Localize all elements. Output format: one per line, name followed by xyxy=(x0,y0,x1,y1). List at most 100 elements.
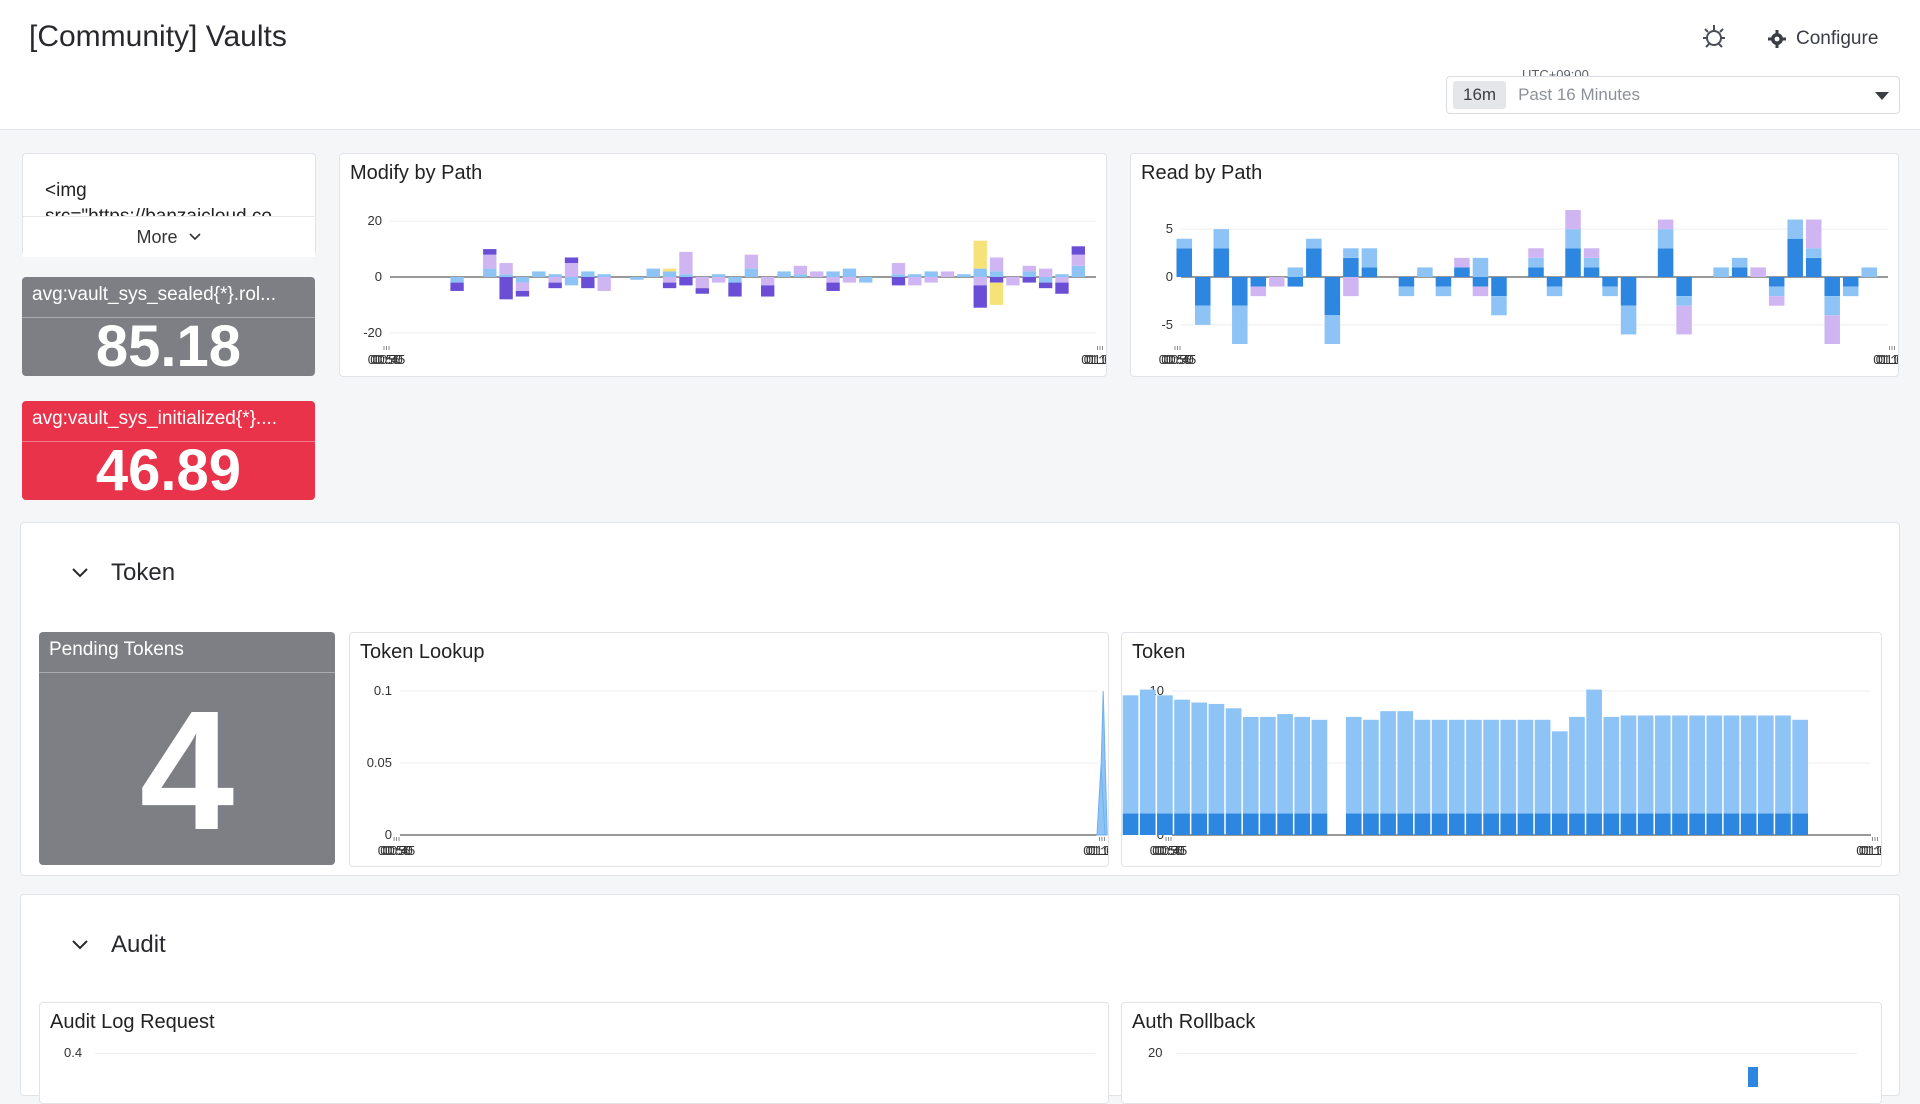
x-tick-label: 00:50 xyxy=(380,843,413,858)
chart-bar xyxy=(1431,813,1448,835)
pending-tokens-title: Pending Tokens xyxy=(49,639,184,660)
chart-bar xyxy=(1657,219,1674,230)
audit-y-tick: 0.4 xyxy=(64,1045,83,1060)
y-tick-label: 0.1 xyxy=(374,683,392,698)
chart-bar xyxy=(1191,702,1208,814)
chart-bar xyxy=(564,263,579,277)
chart-bar xyxy=(1534,813,1551,835)
widget-title: Modify by Path xyxy=(350,162,483,184)
note-text-line2: src="https://banzaicloud.co xyxy=(45,204,272,216)
query-value-number: 46.89 xyxy=(95,438,242,500)
query-value-initialized[interactable]: avg:vault_sys_initialized{*}.... 46.89 xyxy=(22,401,315,500)
chart-bar xyxy=(1842,277,1859,287)
chart-bar xyxy=(1706,813,1723,835)
token-lookup-widget[interactable]: Token Lookup 0.1 0.05 0 00:45 00:50 00:55 01: 0… xyxy=(349,632,1109,867)
chart-bar xyxy=(483,254,497,269)
chart-bar xyxy=(1363,813,1379,835)
chart-bar xyxy=(1654,715,1671,814)
chart-bar xyxy=(711,274,726,277)
chart-bar xyxy=(1311,719,1328,814)
chart-bar xyxy=(1345,813,1362,835)
chevron-down-icon[interactable] xyxy=(71,939,89,951)
chart-bar xyxy=(1740,813,1757,835)
chart-bar xyxy=(1195,277,1211,306)
chart-bar xyxy=(989,277,1004,283)
x-tick-label: 01:10 xyxy=(1083,843,1108,858)
configure-button[interactable]: Configure xyxy=(1768,22,1878,56)
chart-bar xyxy=(1787,238,1803,277)
time-range-picker[interactable]: 16m Past 16 Minutes xyxy=(1446,76,1900,114)
chart-bar xyxy=(1706,715,1723,814)
y-tick-label: 0 xyxy=(375,269,382,284)
chart-bar xyxy=(1232,277,1248,306)
chart-bar xyxy=(1583,248,1600,258)
chart-bar xyxy=(1380,813,1396,835)
more-button[interactable]: More xyxy=(23,216,315,257)
chart-bar xyxy=(1517,719,1534,814)
y-tick-label: 20 xyxy=(368,213,382,228)
chart-bar xyxy=(1654,813,1671,835)
chart-bar xyxy=(1689,715,1705,814)
chart-bar xyxy=(1174,699,1190,814)
audit-log-request-widget[interactable]: Audit Log Request 0.4 xyxy=(39,1002,1109,1104)
chart-bar xyxy=(662,271,677,277)
chart-bar xyxy=(1225,813,1242,835)
query-value-sealed[interactable]: avg:vault_sys_sealed{*}.rol... 85.18 xyxy=(22,277,315,376)
chart-bar xyxy=(1637,813,1654,835)
chart-bar xyxy=(1602,286,1618,297)
chevron-down-icon[interactable] xyxy=(1875,92,1889,100)
chart-bar xyxy=(1324,315,1341,344)
chart-bar xyxy=(1306,238,1322,249)
pending-tokens-widget[interactable]: Pending Tokens 4 xyxy=(39,632,335,865)
token-group-header[interactable]: Token xyxy=(71,559,175,587)
chart-bar xyxy=(842,277,857,283)
chart-bar xyxy=(761,285,775,297)
chart-bar xyxy=(597,277,611,291)
chart-bar xyxy=(1195,305,1211,325)
auth-rollback-widget[interactable]: Auth Rollback 20 xyxy=(1121,1002,1882,1104)
gear-icon xyxy=(1768,30,1786,48)
chart-bar xyxy=(826,282,840,291)
chart-bar xyxy=(989,282,1004,305)
chart-bar xyxy=(1435,277,1452,287)
chevron-down-icon[interactable] xyxy=(71,567,89,579)
chart-bar xyxy=(1055,277,1069,283)
chart-bar xyxy=(1824,296,1840,316)
chart-bar xyxy=(1472,257,1489,277)
chart-bar xyxy=(1689,813,1705,835)
chart-bar xyxy=(1071,246,1085,255)
audit-group-header[interactable]: Audit xyxy=(71,931,166,959)
chart-bar xyxy=(1472,286,1489,297)
chart-bar xyxy=(1551,731,1568,814)
chart-bar xyxy=(679,274,693,277)
chart-bar xyxy=(793,265,808,275)
x-tick-label: 00:55 xyxy=(1159,352,1192,367)
chart-bar xyxy=(662,282,677,289)
chart-bar xyxy=(1528,257,1544,268)
widget-title: Audit Log Request xyxy=(50,1011,215,1033)
chart-bar xyxy=(1397,813,1414,835)
x-tick-label: 01:05 xyxy=(1876,352,1898,367)
chart-bar xyxy=(1483,813,1499,835)
chart-bar xyxy=(891,274,906,277)
chart-bar xyxy=(1586,689,1602,814)
modify-by-path-widget[interactable]: Modify by Path 20 0 -20 00:45 00:50 00:55 01: 0… xyxy=(339,153,1107,377)
x-tick-label: 01:05 xyxy=(1084,352,1106,367)
chart-bar xyxy=(1546,277,1563,287)
chart-bar xyxy=(1306,248,1322,277)
chart-bar xyxy=(1491,296,1507,316)
chart-bar xyxy=(1603,813,1620,835)
chart-bar xyxy=(1022,277,1036,283)
chart-bar xyxy=(695,288,709,294)
chart-bar xyxy=(1213,229,1230,249)
chart-bar xyxy=(662,277,677,283)
chart-bar xyxy=(1122,695,1139,814)
chart-bar xyxy=(1454,257,1470,268)
chart-bar xyxy=(548,277,562,283)
bug-icon[interactable] xyxy=(1698,20,1732,54)
chart-bar xyxy=(548,274,562,277)
chart-bar xyxy=(957,274,971,277)
chart-bar xyxy=(1672,715,1688,814)
